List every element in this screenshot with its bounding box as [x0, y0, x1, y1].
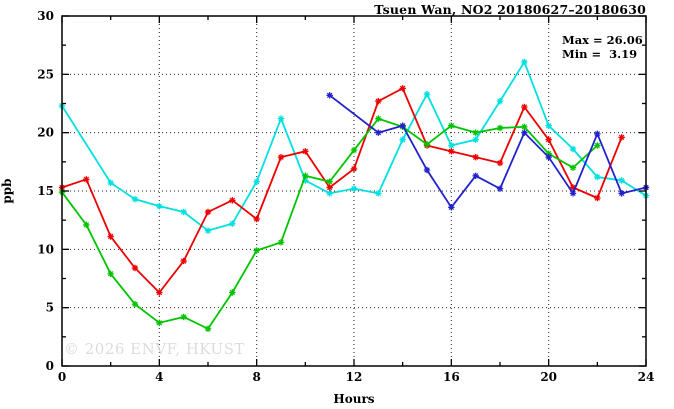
- x-axis-label: Hours: [333, 392, 375, 406]
- svg-text:0: 0: [46, 359, 54, 373]
- stat-min: Min = 3.19: [562, 47, 638, 61]
- svg-text:16: 16: [443, 370, 460, 384]
- series-blue-markers: [326, 92, 650, 211]
- svg-text:24: 24: [638, 370, 655, 384]
- y-axis-label: ppb: [0, 178, 14, 204]
- svg-text:10: 10: [37, 242, 54, 256]
- svg-text:20: 20: [540, 370, 557, 384]
- axis-ticks: [61, 15, 647, 367]
- series-cyan-markers: [58, 58, 650, 234]
- svg-text:30: 30: [37, 9, 54, 23]
- svg-text:0: 0: [58, 370, 66, 384]
- svg-text:5: 5: [46, 301, 54, 315]
- svg-text:8: 8: [252, 370, 260, 384]
- svg-text:20: 20: [37, 126, 54, 140]
- tick-labels: 0 5 10 15 20 25 30 0 4 8 12 16 20 24: [37, 9, 654, 384]
- stats-box: Max = 26.06 Min = 3.19: [562, 33, 643, 61]
- series-green-markers: [58, 115, 601, 332]
- stat-max: Max = 26.06: [562, 33, 643, 47]
- series-blue: [326, 92, 650, 211]
- svg-text:15: 15: [37, 184, 54, 198]
- watermark: © 2026 ENVF, HKUST: [64, 340, 245, 358]
- svg-text:4: 4: [155, 370, 163, 384]
- svg-text:12: 12: [346, 370, 363, 384]
- svg-text:25: 25: [37, 67, 54, 81]
- series-cyan: [58, 58, 650, 234]
- chart-title: Tsuen Wan, NO2 20180627–20180630: [374, 2, 646, 17]
- series-green: [58, 115, 601, 332]
